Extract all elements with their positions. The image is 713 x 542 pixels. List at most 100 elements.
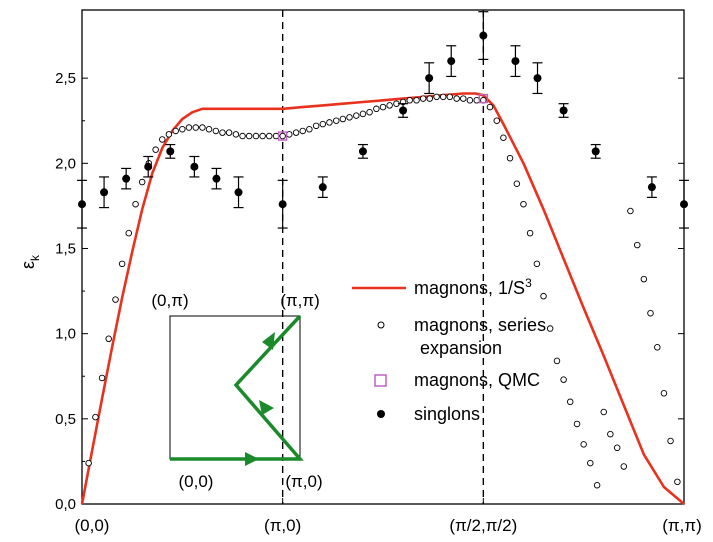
inset-arrow-icon	[245, 452, 259, 466]
series-expansion-point	[312, 122, 320, 130]
singlon-point	[479, 31, 488, 40]
singlon-point	[680, 200, 688, 209]
vertical-dashed-lines	[281, 10, 485, 504]
series-expansion-point	[252, 132, 260, 140]
inset-label-bottom-right: (π,0)	[285, 472, 322, 491]
series-expansion-point	[118, 260, 126, 268]
series-expansion-point	[306, 125, 313, 133]
inset-label-bottom-left: (0,0)	[179, 472, 214, 491]
series-expansion-point	[172, 127, 179, 135]
series-expansion-point	[339, 115, 347, 123]
series-expansion-point	[486, 103, 494, 111]
series-expansion-point	[332, 117, 340, 124]
series-expansion-point	[326, 119, 333, 126]
legend-label-series-expansion: magnons, series expansion	[414, 315, 546, 358]
singlon-point	[591, 147, 600, 156]
singlon-point	[190, 162, 199, 171]
series-expansion-point	[92, 413, 99, 421]
x-tick-label: (π/2,π/2)	[449, 516, 517, 535]
series-expansion-point	[553, 357, 561, 365]
plot-frame	[81, 9, 685, 505]
singlon-point	[318, 183, 327, 192]
series-magnons-qmc	[277, 93, 489, 141]
y-axis-ticks: 0,0 0,5 1,0 1,5 2,0 2,5	[55, 70, 684, 513]
y-tick-label: 0,0	[55, 496, 76, 513]
y-tick-label: 1,5	[55, 240, 76, 257]
inset-label-top-right: (π,π)	[280, 291, 320, 310]
series-expansion-point	[359, 110, 367, 118]
series-expansion-point	[580, 441, 587, 448]
series-expansion-point	[620, 463, 628, 470]
singlon-point	[122, 174, 131, 183]
legend: magnons, 1/S3 magnons, series expansion m…	[352, 276, 546, 424]
series-expansion-point	[520, 200, 527, 208]
series-expansion-point	[219, 129, 226, 136]
series-magnons-1-s3	[80, 92, 685, 505]
series-expansion-point	[192, 124, 200, 131]
series-expansion-point	[239, 132, 246, 140]
singlon-point	[234, 188, 243, 197]
series-expansion-point	[633, 241, 641, 249]
series-expansion-point	[373, 105, 380, 113]
series-expansion-point	[613, 444, 621, 452]
inset-arrow-icon	[259, 400, 274, 415]
series-expansion-point	[319, 120, 327, 128]
series-expansion-point	[98, 374, 106, 382]
series-expansion-point	[232, 131, 240, 138]
series-expansion-point	[493, 117, 501, 124]
series-expansion-point	[132, 200, 139, 208]
singlon-point	[78, 200, 86, 209]
series-singlons	[77, 11, 689, 229]
series-expansion-point	[112, 296, 119, 303]
series-expansion-point	[439, 93, 447, 101]
series-expansion-point	[413, 97, 420, 104]
inset-brillouin-path: (0,π) (π,π) (0,0) (π,0)	[151, 291, 322, 491]
series-expansion-point	[245, 132, 253, 140]
inset-path	[170, 314, 304, 461]
series-expansion-point	[138, 178, 146, 186]
legend-filled-circle-marker	[377, 410, 385, 418]
series-expansion-point	[533, 260, 541, 268]
singlon-point	[166, 147, 175, 156]
series-expansion-point	[647, 309, 654, 317]
series-expansion-point	[279, 132, 286, 140]
series-expansion-point	[513, 180, 521, 188]
inset-arrow-icon	[262, 332, 275, 350]
series-expansion-point	[446, 93, 454, 101]
series-expansion-point	[85, 459, 92, 467]
series-expansion-point	[500, 134, 507, 142]
legend-square-marker	[374, 374, 387, 387]
series-expansion-point	[674, 478, 681, 486]
series-expansion-point	[593, 482, 601, 489]
singlon-point	[144, 162, 153, 171]
series-expansion-point	[406, 97, 413, 104]
series-expansion-point	[379, 103, 387, 111]
singlon-point	[447, 57, 456, 66]
singlon-point	[511, 57, 520, 66]
series-expansion-point	[419, 95, 427, 102]
y-tick-label: 2,5	[55, 70, 76, 87]
series-expansion-point	[466, 97, 474, 104]
series-expansion-point	[199, 124, 206, 131]
series-expansion-point	[426, 95, 434, 102]
singlon-point	[212, 174, 221, 183]
inset-label-top-left: (0,π)	[151, 291, 188, 310]
series-expansion-point	[292, 129, 300, 136]
singlon-point	[559, 106, 568, 115]
singlon-point	[278, 200, 287, 209]
series-expansion-point	[654, 344, 661, 351]
series-expansion-point	[205, 125, 213, 133]
qmc-point	[478, 93, 489, 104]
x-tick-label: (π,π)	[662, 516, 702, 535]
series-expansion-point	[607, 430, 614, 438]
y-tick-label: 0,5	[55, 411, 76, 428]
singlon-point	[358, 147, 367, 156]
series-expansion-point	[159, 136, 166, 143]
series-expansion-point	[125, 229, 133, 237]
series-expansion-point	[506, 154, 514, 162]
series-expansion-point	[105, 335, 112, 343]
series-expansion-point	[212, 127, 220, 135]
series-expansion-point	[560, 376, 567, 383]
series-expansion-point	[225, 129, 233, 136]
